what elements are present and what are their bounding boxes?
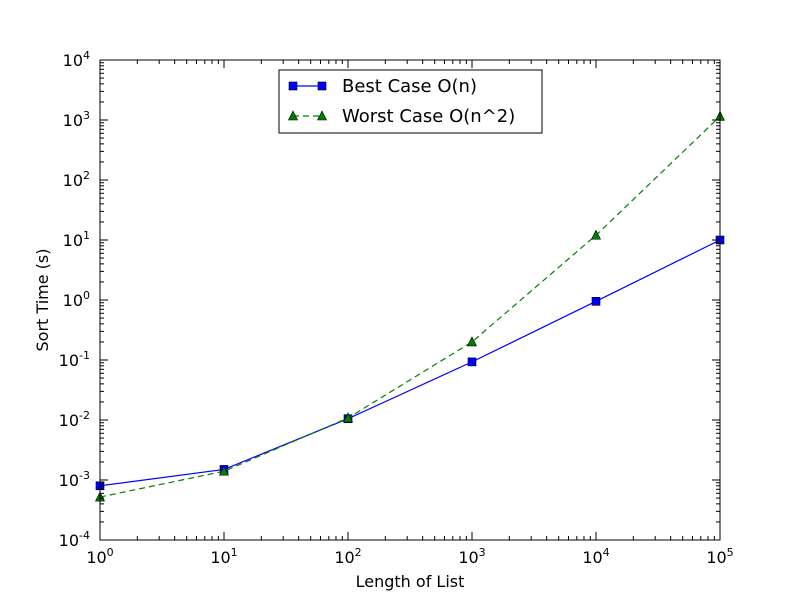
y-tick-label: 100 <box>63 289 90 310</box>
series-line-worst-case <box>99 115 721 498</box>
legend-box <box>278 69 543 134</box>
data-point-worst-case <box>219 465 229 476</box>
legend-label-best-case: Best Case O(n) <box>342 76 477 97</box>
y-tick-label: 102 <box>63 169 90 190</box>
data-point-worst-case <box>343 412 353 423</box>
data-point-worst-case <box>467 336 477 347</box>
x-tick-label: 105 <box>706 546 733 567</box>
x-tick-label: 102 <box>334 546 361 567</box>
x-tick-label: 101 <box>210 546 237 567</box>
x-tick-label: 100 <box>86 546 113 567</box>
legend-marker-point <box>317 81 327 91</box>
legend-marker-worst-case <box>288 110 327 121</box>
x-tick-label: 103 <box>458 546 485 567</box>
y-tick-label: 104 <box>63 49 90 70</box>
legend-marker-point <box>288 110 298 121</box>
legend-label-worst-case: Worst Case O(n^2) <box>342 106 515 127</box>
y-tick-label: 103 <box>63 109 90 130</box>
y-tick-label: 10-1 <box>59 349 90 370</box>
series-worst-case <box>95 110 725 502</box>
plot-marks <box>95 110 725 502</box>
legend-marker-point <box>317 110 327 121</box>
data-point-best-case <box>591 297 601 306</box>
y-tick-label: 101 <box>63 229 90 250</box>
series-line-best-case <box>99 239 721 487</box>
legend-marker-best-case <box>288 81 327 91</box>
x-axis-label: Length of List <box>356 572 465 591</box>
series-best-case <box>95 235 725 491</box>
legend-marker-point <box>288 81 298 91</box>
axis-ticks: 100 101 102 103 104 105 10-4 10-3 10-2 10-1 100 101… <box>59 49 734 567</box>
legend: Best Case O(n) Worst Case O(n^2) <box>278 69 543 134</box>
y-tick-label: 10-2 <box>59 409 90 430</box>
y-tick-label: 10-3 <box>59 469 90 490</box>
y-axis-label: Sort Time (s) <box>33 249 52 352</box>
y-tick-label: 10-4 <box>59 529 90 550</box>
x-tick-label: 104 <box>582 546 609 567</box>
data-point-worst-case <box>591 229 601 240</box>
data-point-best-case <box>467 357 477 367</box>
